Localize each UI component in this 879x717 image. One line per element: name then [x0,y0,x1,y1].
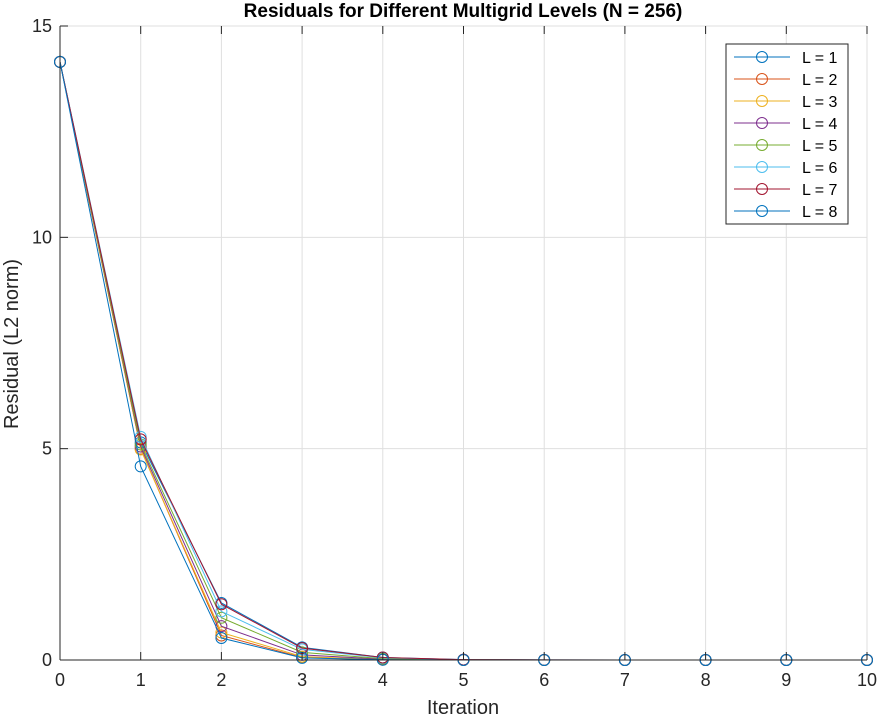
x-tick-label: 4 [378,670,388,690]
legend-item[interactable]: L = 7 [734,182,838,199]
legend-label: L = 3 [802,94,838,111]
x-tick-label: 6 [539,670,549,690]
data-point [215,605,228,618]
x-axis-label: Iteration [427,697,499,717]
x-tick-label: 1 [136,670,146,690]
tick-labels: 0 1 2 3 4 5 6 7 8 9 10 0 5 10 15 [32,16,877,690]
chart-title: Residuals for Different Multigrid Levels… [244,1,683,22]
legend-marker [756,183,768,195]
legend-marker [756,139,768,151]
y-tick-label: 15 [32,16,52,36]
legend-item[interactable]: L = 8 [734,204,838,221]
x-tick-label: 3 [297,670,307,690]
legend-item[interactable]: L = 5 [734,138,838,155]
data-point [215,632,228,645]
y-tick-label: 10 [32,227,52,247]
legend-label: L = 1 [802,50,838,67]
legend-box [725,43,849,225]
data-point [215,611,228,624]
x-tick-label: 5 [458,670,468,690]
legend-item[interactable]: L = 4 [734,116,838,133]
legend-item[interactable]: L = 3 [734,94,838,111]
legend-marker [756,95,768,107]
legend-label: L = 5 [802,138,838,155]
axes [59,25,868,661]
legend-marker [756,51,768,63]
legend[interactable]: L = 1 L = 2 L = 3 L = 4 L = 5 L = 6 L = 7 L = 8 [725,43,849,225]
legend-marker [756,161,768,173]
x-tick-label: 7 [620,670,630,690]
data-point [134,460,147,473]
x-tick-label: 8 [701,670,711,690]
legend-marker [756,117,768,129]
legend-label: L = 2 [802,72,838,89]
legend-marker [756,205,768,217]
legend-item[interactable]: L = 6 [734,160,838,177]
legend-label: L = 8 [802,204,838,221]
legend-marker [756,73,768,85]
x-tick-label: 9 [781,670,791,690]
legend-item[interactable]: L = 2 [734,72,838,89]
x-tick-label: 2 [216,670,226,690]
data-point [215,629,228,642]
data-point [215,598,228,611]
y-tick-label: 5 [42,439,52,459]
y-tick-label: 0 [42,650,52,670]
legend-item[interactable]: L = 1 [734,50,838,67]
x-tick-label: 0 [55,670,65,690]
y-axis-label: Residual (L2 norm) [1,259,23,429]
legend-label: L = 4 [802,116,838,133]
legend-label: L = 7 [802,182,838,199]
x-tick-label: 10 [857,670,877,690]
legend-label: L = 6 [802,160,838,177]
